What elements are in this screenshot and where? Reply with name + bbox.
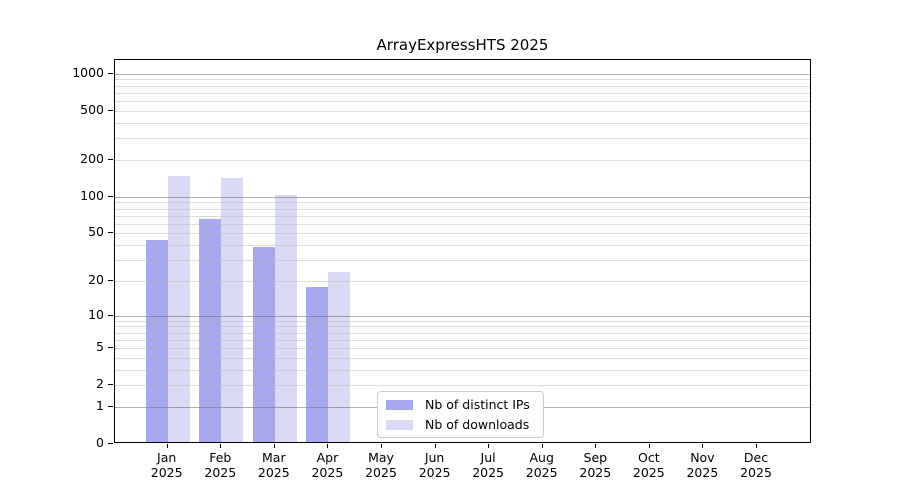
x-tick-label-dec: Dec 2025 bbox=[740, 450, 772, 480]
y-tick-label-5: 5 bbox=[96, 339, 104, 354]
gridline-major-10 bbox=[115, 315, 810, 317]
y-tick-500 bbox=[108, 109, 113, 111]
bar-distinct-ips-jan bbox=[145, 240, 168, 442]
legend-item-distinct-ips: Nb of distinct IPs bbox=[386, 396, 543, 413]
legend-label-downloads: Nb of downloads bbox=[425, 417, 530, 432]
bars-layer bbox=[115, 60, 810, 442]
y-tick-label-1000: 1000 bbox=[72, 64, 104, 80]
legend-label-distinct-ips: Nb of distinct IPs bbox=[425, 397, 530, 412]
y-tick-10 bbox=[108, 314, 113, 316]
y-tick-label-200: 200 bbox=[80, 150, 104, 166]
gridline-minor-70 bbox=[115, 215, 810, 217]
legend-swatch-downloads bbox=[386, 419, 413, 430]
gridline-minor-8 bbox=[115, 326, 810, 328]
x-tick-label-aug: Aug 2025 bbox=[525, 450, 558, 480]
gridline-minor-600 bbox=[115, 101, 810, 103]
x-tick-feb bbox=[220, 444, 222, 448]
gridline-minor-200 bbox=[115, 159, 810, 161]
y-tick-label-0: 0 bbox=[96, 435, 104, 450]
gridline-minor-700 bbox=[115, 92, 810, 94]
x-tick-label-oct: Oct 2025 bbox=[632, 450, 665, 480]
chart-title: ArrayExpressHTS 2025 bbox=[376, 36, 549, 54]
bar-downloads-mar bbox=[274, 195, 297, 442]
x-tick-jun bbox=[434, 444, 436, 448]
x-tick-label-jul: Jul 2025 bbox=[472, 450, 504, 480]
x-tick-oct bbox=[648, 444, 650, 448]
x-tick-mar bbox=[273, 444, 275, 448]
x-tick-apr bbox=[327, 444, 329, 448]
gridline-minor-90 bbox=[115, 202, 810, 204]
gridline-minor-3 bbox=[115, 369, 810, 371]
gridline-minor-80 bbox=[115, 208, 810, 210]
y-tick-label-2: 2 bbox=[96, 376, 104, 392]
legend: Nb of distinct IPs Nb of downloads bbox=[377, 391, 544, 438]
bar-distinct-ips-apr bbox=[306, 287, 329, 442]
bar-downloads-jan bbox=[167, 176, 190, 442]
gridline-minor-7 bbox=[115, 332, 810, 334]
bar-downloads-apr bbox=[328, 271, 351, 442]
gridline-minor-6 bbox=[115, 339, 810, 341]
x-tick-jan bbox=[166, 444, 168, 448]
gridline-minor-400 bbox=[115, 122, 810, 124]
x-tick-label-jun: Jun 2025 bbox=[418, 450, 451, 480]
x-tick-label-jan: Jan 2025 bbox=[150, 450, 183, 480]
gridline-minor-20 bbox=[115, 280, 810, 282]
y-tick-20 bbox=[108, 279, 113, 281]
x-tick-may bbox=[381, 444, 382, 448]
plot-area bbox=[114, 59, 811, 443]
y-tick-1 bbox=[108, 405, 113, 407]
y-tick-label-20: 20 bbox=[88, 271, 104, 287]
legend-item-downloads: Nb of downloads bbox=[386, 416, 543, 433]
x-tick-aug bbox=[541, 444, 543, 448]
grid-layer bbox=[115, 60, 810, 442]
y-tick-50 bbox=[108, 232, 113, 234]
y-tick-label-500: 500 bbox=[80, 101, 104, 117]
gridline-minor-9 bbox=[115, 320, 810, 322]
gridline-minor-4 bbox=[115, 357, 810, 359]
x-tick-label-sep: Sep 2025 bbox=[579, 450, 612, 480]
x-tick-label-feb: Feb 2025 bbox=[204, 450, 237, 480]
y-tick-5 bbox=[108, 347, 113, 348]
gridline-major-100 bbox=[115, 196, 810, 198]
y-tick-1000 bbox=[108, 72, 113, 74]
x-tick-label-nov: Nov 2025 bbox=[686, 450, 719, 480]
gridline-minor-50 bbox=[115, 233, 810, 235]
legend-swatch-distinct-ips bbox=[386, 399, 413, 410]
bar-downloads-feb bbox=[221, 177, 244, 442]
gridline-minor-2 bbox=[115, 385, 810, 387]
y-tick-100 bbox=[108, 195, 113, 197]
x-tick-dec bbox=[756, 444, 757, 448]
y-tick-0 bbox=[108, 443, 113, 444]
y-tick-label-1: 1 bbox=[96, 397, 104, 413]
x-tick-nov bbox=[702, 444, 704, 448]
gridline-major-1000 bbox=[115, 73, 810, 75]
gridline-minor-300 bbox=[115, 138, 810, 140]
gridline-minor-900 bbox=[115, 79, 810, 81]
y-tick-200 bbox=[108, 158, 113, 160]
y-tick-2 bbox=[108, 384, 113, 386]
bar-distinct-ips-feb bbox=[199, 219, 222, 442]
bar-distinct-ips-mar bbox=[252, 247, 275, 442]
x-tick-label-apr: Apr 2025 bbox=[311, 450, 344, 480]
y-tick-label-50: 50 bbox=[88, 224, 104, 240]
y-tick-label-10: 10 bbox=[88, 306, 104, 322]
y-tick-label-100: 100 bbox=[80, 187, 104, 203]
gridline-minor-30 bbox=[115, 260, 810, 261]
gridline-minor-5 bbox=[115, 348, 810, 349]
x-tick-label-mar: Mar 2025 bbox=[257, 450, 290, 480]
gridline-minor-40 bbox=[115, 245, 810, 246]
x-tick-jul bbox=[488, 444, 490, 448]
gridline-minor-500 bbox=[115, 110, 810, 112]
x-tick-sep bbox=[595, 444, 597, 448]
gridline-minor-800 bbox=[115, 85, 810, 87]
x-tick-label-may: May 2025 bbox=[365, 450, 397, 480]
gridline-minor-60 bbox=[115, 223, 810, 225]
